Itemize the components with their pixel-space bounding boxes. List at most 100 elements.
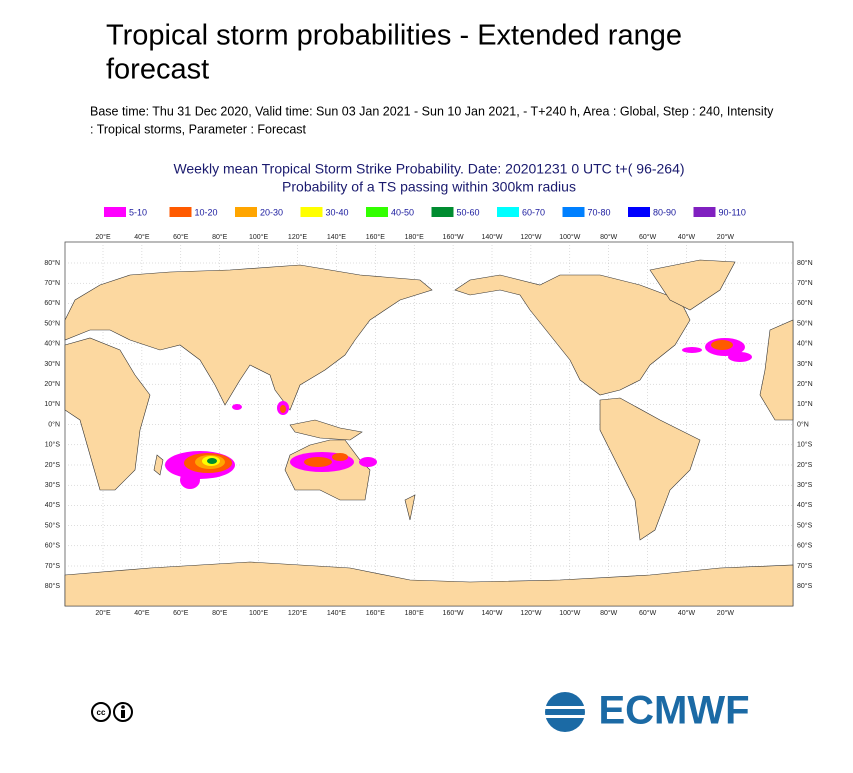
lat-label: 80°N [797,259,813,267]
legend-label: 70-80 [588,207,611,217]
legend-swatch [562,207,585,217]
legend-label: 60-70 [522,207,545,217]
lon-label: 120°W [520,233,541,241]
lon-label: 80°W [600,609,618,617]
lat-label: 10°S [797,441,813,449]
lat-label: 70°N [44,279,60,287]
lon-label: 100°W [559,233,580,241]
lon-label: 160°W [443,233,464,241]
lat-label: 80°S [45,582,61,590]
lon-label: 140°E [327,609,346,617]
lat-label: 0°N [797,420,809,428]
lon-label: 100°E [249,233,268,241]
ecmwf-logo: ECMWF [545,689,750,733]
lon-label: 80°E [212,233,228,241]
lat-label: 80°N [44,259,60,267]
lat-label: 50°S [797,521,813,529]
lat-label: 70°N [797,279,813,287]
lat-label: 80°S [797,582,813,590]
lat-label: 60°N [797,299,813,307]
lon-label: 140°E [327,233,346,241]
lon-label: 60°W [639,609,657,617]
subtitle: : Tropical storms, Parameter : Forecast [90,122,307,136]
lat-label: 30°S [45,481,61,489]
legend-label: 10-20 [195,207,218,217]
legend-swatch [104,207,126,217]
legend-label: 20-30 [260,207,283,217]
lat-label: 10°S [45,441,61,449]
lon-label: 40°W [678,233,696,241]
lon-label: 60°W [639,233,657,241]
lon-label: 60°E [173,233,189,241]
lat-label: 20°N [797,380,813,388]
lon-label: 100°W [559,609,580,617]
lat-label: 60°S [797,542,813,550]
lon-label: 80°E [212,609,228,617]
lat-label: 30°N [797,360,813,368]
legend-label: 50-60 [457,207,480,217]
lat-label: 50°S [45,521,61,529]
land [64,259,794,607]
lat-label: 0°N [48,420,60,428]
legend-swatch [300,207,323,217]
legend-label: 30-40 [326,207,349,217]
lat-label: 30°S [797,481,813,489]
lon-label: 180°E [405,609,424,617]
probability-areas [165,338,752,489]
map-title: Weekly mean Tropical Storm Strike Probab… [173,161,684,177]
lon-label: 60°E [173,609,189,617]
lat-label: 20°S [45,461,61,469]
lat-label: 10°N [797,400,813,408]
lon-label: 160°E [366,609,385,617]
lat-label: 30°N [44,360,60,368]
subtitle: Base time: Thu 31 Dec 2020, Valid time: … [90,104,774,118]
lat-label: 40°S [797,501,813,509]
legend-swatch [628,207,650,217]
lon-label: 140°W [481,233,502,241]
legend-swatch [366,207,388,217]
lat-label: 40°N [44,340,60,348]
lat-label: 40°S [45,501,61,509]
legend-label: 5-10 [129,207,147,217]
lon-label: 40°E [134,233,150,241]
legend-label: 80-90 [653,207,676,217]
lat-label: 50°N [44,319,60,327]
logo-text: ECMWF [598,689,749,733]
cc-icon: cc [91,702,133,722]
lat-label: 40°N [797,340,813,348]
legend-swatch [431,207,454,217]
lon-label: 120°E [288,609,307,617]
lon-label: 120°W [520,609,541,617]
lat-label: 20°S [797,461,813,469]
title: forecast [106,54,209,86]
lon-label: 80°W [600,233,618,241]
legend-label: 90-110 [719,207,746,217]
svg-text:cc: cc [97,708,106,717]
legend: 5-10 10-20 20-30 30-40 40-50 50-60 60-70 70-80 8… [104,207,746,217]
legend-swatch [235,207,257,217]
lat-label: 70°S [45,562,61,570]
legend-label: 40-50 [391,207,414,217]
lon-label: 180°E [405,233,424,241]
lat-label: 60°S [45,542,61,550]
lat-label: 50°N [797,319,813,327]
lon-label: 20°E [95,233,111,241]
lat-label: 60°N [44,299,60,307]
legend-swatch [169,207,192,217]
lat-label: 10°N [44,400,60,408]
lon-label: 20°W [717,609,735,617]
map-title: Probability of a TS passing within 300km… [282,179,576,195]
lon-label: 20°W [717,233,735,241]
legend-swatch [693,207,716,217]
legend-swatch [497,207,519,217]
lon-label: 40°W [678,609,696,617]
lon-label: 20°E [95,609,111,617]
title: Tropical storm probabilities - Extended … [106,20,682,52]
lon-label: 120°E [288,233,307,241]
lon-label: 40°E [134,609,150,617]
lon-label: 100°E [249,609,268,617]
lon-label: 140°W [481,609,502,617]
lat-label: 20°N [44,380,60,388]
map-labels: 20°E 20°E 40°E 40°E 60°E 60°E 80°E 80°E 100°E 100… [44,233,812,617]
